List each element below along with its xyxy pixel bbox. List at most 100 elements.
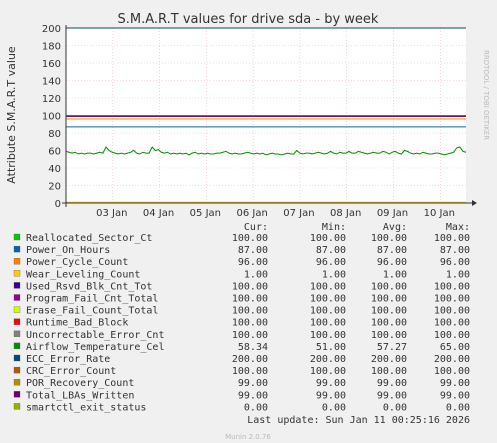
x-tick-label: 09 Jan xyxy=(377,208,408,219)
legend-swatch xyxy=(13,354,21,362)
legend-swatch xyxy=(13,306,21,313)
legend-series-name: Uncorrectable_Error_Cnt xyxy=(26,330,164,341)
y-tick-label: 0 xyxy=(55,199,61,210)
legend-series-name: Power_On_Hours xyxy=(26,245,110,256)
legend-avg-value: 57.27 xyxy=(377,342,407,353)
legend-swatch xyxy=(13,258,21,265)
legend-series-name: Total_LBAs_Written xyxy=(26,390,134,401)
legend-max-value: 100.00 xyxy=(434,233,470,244)
legend-avg-value: 0.00 xyxy=(383,402,407,413)
y-tick-label: 200 xyxy=(42,24,61,35)
legend-min-value: 99.00 xyxy=(316,378,346,389)
legend-min-value: 100.00 xyxy=(310,330,346,341)
legend-max-value: 96.00 xyxy=(440,257,470,268)
legend-max-value: 87.00 xyxy=(440,245,470,256)
legend-avg-value: 99.00 xyxy=(377,378,407,389)
legend-max-value: 99.00 xyxy=(440,378,470,389)
legend-max-value: 100.00 xyxy=(434,294,470,305)
legend-min-value: 99.00 xyxy=(316,390,346,401)
legend-avg-value: 1.00 xyxy=(383,269,407,280)
x-tick-label: 08 Jan xyxy=(330,208,361,219)
legend-max-value: 1.00 xyxy=(446,269,470,280)
series-lines xyxy=(65,27,467,204)
legend-series-name: Power_Cycle_Count xyxy=(26,257,128,268)
legend-swatch xyxy=(13,282,21,289)
y-tick-label: 100 xyxy=(42,112,61,123)
legend-cur-value: 58.34 xyxy=(238,342,268,353)
x-tick-label: 06 Jan xyxy=(236,208,267,219)
legend-avg-value: 100.00 xyxy=(371,233,407,244)
legend-min-value: 1.00 xyxy=(322,269,346,280)
legend-min-value: 200.00 xyxy=(310,354,346,365)
legend-cur-value: 96.00 xyxy=(238,257,268,268)
legend-cur-value: 200.00 xyxy=(232,354,268,365)
legend-avg-value: 99.00 xyxy=(377,390,407,401)
legend-column-header: Avg: xyxy=(383,222,407,233)
legend-max-value: 0.00 xyxy=(446,402,470,413)
legend-column-header: Max: xyxy=(446,222,470,233)
legend-min-value: 100.00 xyxy=(310,366,346,377)
y-tick-label: 60 xyxy=(48,147,61,158)
legend-series-name: Erase_Fail_Count_Total xyxy=(26,306,158,317)
legend-min-value: 100.00 xyxy=(310,281,346,292)
legend-swatch xyxy=(13,403,21,410)
legend-max-value: 100.00 xyxy=(434,318,470,329)
y-tick-label: 140 xyxy=(42,77,61,88)
y-tick-labels: 0 20 40 60 80 100 120 140 160 180 200 xyxy=(42,24,61,210)
x-tick-label: 07 Jan xyxy=(283,208,314,219)
legend-max-value: 99.00 xyxy=(440,390,470,401)
legend-swatch xyxy=(13,294,21,301)
x-tick-label: 10 Jan xyxy=(424,208,455,219)
legend-min-value: 100.00 xyxy=(310,318,346,329)
y-tick-label: 160 xyxy=(42,59,61,70)
x-axis-arrow xyxy=(472,200,477,206)
legend-series-name: Reallocated_Sector_Ct xyxy=(26,233,152,244)
legend-avg-value: 100.00 xyxy=(371,281,407,292)
legend-swatch xyxy=(13,318,21,325)
legend-min-value: 0.00 xyxy=(322,402,346,413)
legend-swatch xyxy=(13,233,21,241)
legend-max-value: 65.00 xyxy=(440,342,470,353)
legend-cur-value: 100.00 xyxy=(232,366,268,377)
legend-cur-value: 0.00 xyxy=(244,402,268,413)
legend-swatch xyxy=(13,270,21,277)
legend-swatch xyxy=(13,342,21,350)
legend-cur-value: 87.00 xyxy=(238,245,268,256)
legend-avg-value: 200.00 xyxy=(371,354,407,365)
legend-series-name: Airflow_Temperature_Cel xyxy=(26,342,164,353)
legend-min-value: 87.00 xyxy=(316,245,346,256)
y-tick-label: 180 xyxy=(42,42,61,53)
legend-swatch xyxy=(13,366,21,374)
x-tick-labels: 03 Jan 04 Jan 05 Jan 06 Jan 07 Jan 08 Jan 09 J… xyxy=(96,208,455,219)
legend-cur-value: 99.00 xyxy=(238,390,268,401)
legend-avg-value: 100.00 xyxy=(371,330,407,341)
y-axis-label: Attribute S.M.A.R.T value xyxy=(5,46,18,184)
legend-cur-value: 99.00 xyxy=(238,378,268,389)
legend-cur-value: 100.00 xyxy=(232,318,268,329)
legend-avg-value: 96.00 xyxy=(377,257,407,268)
x-tick-label: 03 Jan xyxy=(96,208,127,219)
legend-swatch xyxy=(13,391,21,398)
y-tick-label: 20 xyxy=(48,182,61,193)
legend-min-value: 51.00 xyxy=(316,342,346,353)
legend-max-value: 100.00 xyxy=(434,330,470,341)
y-tick-label: 80 xyxy=(48,129,61,140)
legend-cur-value: 100.00 xyxy=(232,306,268,317)
legend-table: Reallocated_Sector_Ct 100.00 100.00 100.00 1… xyxy=(13,233,470,413)
legend-avg-value: 87.00 xyxy=(377,245,407,256)
y-tick-label: 40 xyxy=(48,164,61,175)
legend-series-name: Program_Fail_Cnt_Total xyxy=(26,294,158,305)
legend-series-name: smartctl_exit_status xyxy=(26,402,146,413)
legend-header: Cur: Min: Avg: Max: xyxy=(244,222,470,233)
legend-max-value: 200.00 xyxy=(434,354,470,365)
legend-column-header: Cur: xyxy=(244,222,268,233)
legend-series-name: Runtime_Bad_Block xyxy=(26,318,128,329)
legend-max-value: 100.00 xyxy=(434,366,470,377)
legend-min-value: 96.00 xyxy=(316,257,346,268)
legend-cur-value: 1.00 xyxy=(244,269,268,280)
chart-title: S.M.A.R.T values for drive sda - by week xyxy=(118,12,379,27)
legend-min-value: 100.00 xyxy=(310,233,346,244)
legend-cur-value: 100.00 xyxy=(232,330,268,341)
munin-version: Munin 2.0.76 xyxy=(225,433,271,441)
